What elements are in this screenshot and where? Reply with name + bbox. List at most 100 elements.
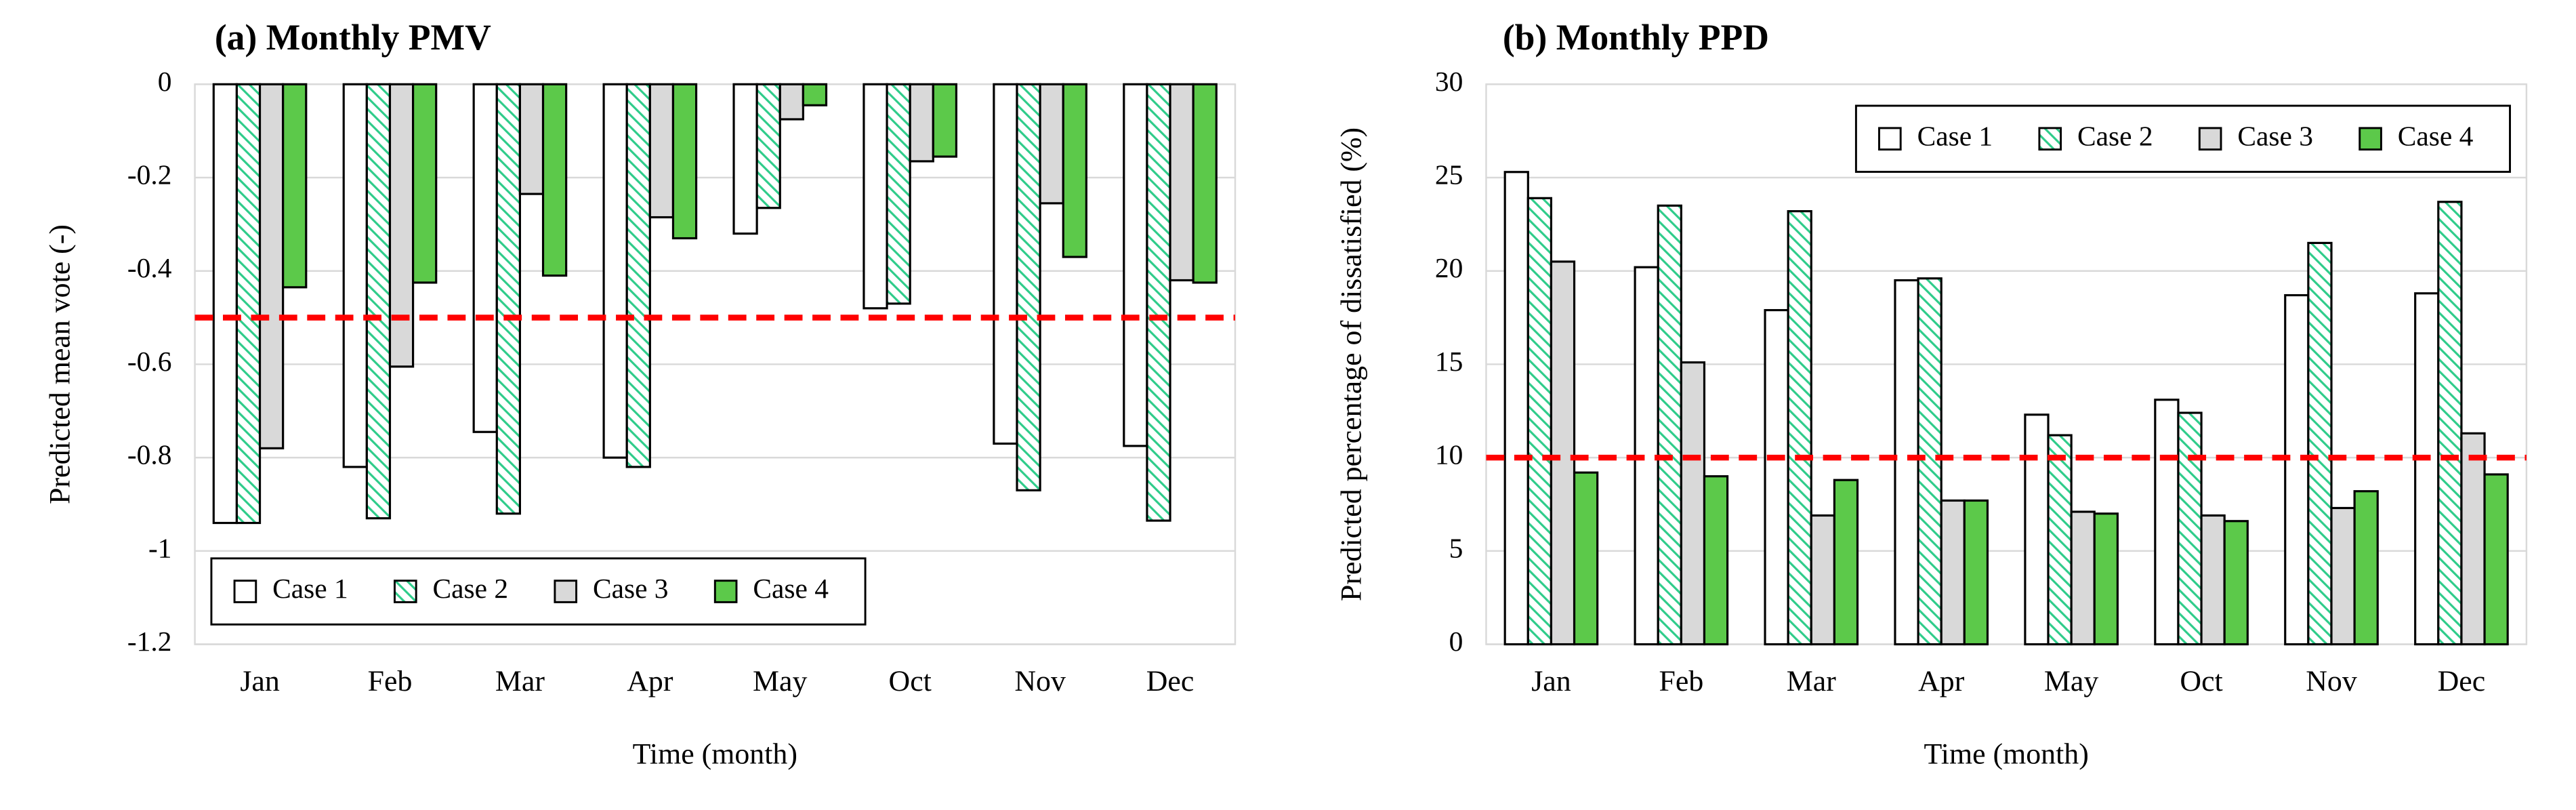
bar — [472, 83, 498, 433]
bar — [1550, 260, 1576, 646]
bar — [732, 83, 758, 235]
y-tick-label: -0.6 — [127, 346, 172, 377]
y-tick-label: 5 — [1449, 532, 1463, 563]
bar — [2223, 520, 2249, 646]
x-tick-label: Jan — [240, 665, 280, 697]
bar — [2024, 413, 2050, 646]
bar — [258, 83, 285, 449]
bar — [932, 83, 958, 158]
bar — [2414, 292, 2440, 646]
legend-swatch — [713, 580, 738, 603]
bar — [2200, 514, 2226, 646]
x-axis-label: Time (month) — [1924, 737, 2089, 770]
bar — [2483, 473, 2509, 646]
legend-swatch — [2198, 127, 2222, 151]
y-tick-label: 0 — [158, 66, 172, 97]
bar — [1917, 277, 1943, 646]
bar — [1146, 83, 1171, 522]
bar — [2307, 241, 2333, 646]
bar — [886, 83, 911, 305]
legend-label: Case 3 — [593, 573, 669, 604]
bar — [1810, 514, 1835, 646]
x-tick-label: May — [753, 665, 807, 697]
bar — [1787, 210, 1812, 646]
bar — [1657, 204, 1682, 646]
legend-swatch — [2038, 127, 2062, 151]
bar — [2437, 201, 2463, 646]
x-tick-label: Apr — [627, 665, 673, 697]
legend-swatch — [554, 580, 578, 603]
y-tick-label: -0.4 — [127, 252, 172, 283]
y-tick-label: 0 — [1449, 626, 1463, 657]
y-tick-label: 25 — [1435, 159, 1463, 190]
bar — [518, 83, 545, 195]
bar — [909, 83, 934, 163]
bar — [1573, 471, 1599, 646]
x-tick-label: Oct — [2180, 665, 2222, 697]
bar — [1016, 83, 1041, 491]
legend-swatch — [233, 580, 257, 603]
y-tick-label: 30 — [1435, 66, 1463, 97]
bar — [2460, 432, 2486, 646]
x-tick-label: Apr — [1918, 665, 1965, 697]
bar — [342, 83, 368, 468]
bar — [495, 83, 521, 515]
y-tick-label: -0.8 — [127, 439, 172, 470]
bar — [802, 83, 828, 106]
bar — [1526, 197, 1553, 646]
bar — [625, 83, 651, 468]
legend-swatch — [394, 580, 417, 603]
x-tick-label: May — [2044, 665, 2098, 697]
bar — [755, 83, 781, 209]
legend-label: Case 4 — [753, 573, 829, 604]
legend-label: Case 1 — [272, 573, 348, 604]
bar — [1764, 308, 1789, 646]
y-axis-label: Predicted mean vote (-) — [44, 224, 77, 504]
bar — [1169, 83, 1194, 282]
legend-swatch — [2359, 127, 2382, 151]
bar — [671, 83, 698, 240]
legend-label: Case 1 — [1917, 120, 1993, 151]
bar — [1940, 499, 1966, 646]
chart-title: (a) Monthly PMV — [215, 17, 491, 58]
x-tick-label: Dec — [1146, 665, 1194, 697]
bar — [282, 83, 308, 289]
x-tick-label: Feb — [1659, 665, 1703, 697]
legend-label: Case 3 — [2237, 120, 2313, 151]
bar — [412, 83, 438, 284]
bar — [1062, 83, 1087, 258]
bar — [1703, 475, 1729, 646]
bar — [602, 83, 628, 459]
x-tick-label: Jan — [1531, 665, 1571, 697]
bar — [1894, 279, 1919, 646]
x-tick-label: Nov — [1014, 665, 1066, 697]
bar — [212, 83, 238, 525]
chart-title: (b) Monthly PPD — [1503, 17, 1769, 58]
bar — [2047, 434, 2073, 646]
bar — [1039, 83, 1064, 205]
y-tick-label: 10 — [1435, 439, 1463, 470]
x-tick-label: Mar — [1787, 665, 1836, 697]
legend-box — [210, 557, 867, 626]
bar — [1503, 171, 1529, 646]
bar — [1833, 479, 1859, 646]
x-axis-label: Time (month) — [633, 737, 797, 770]
bar — [863, 83, 888, 310]
bar — [541, 83, 568, 277]
y-axis-label: Predicted percentage of dissatisfied (%) — [1335, 127, 1368, 601]
x-tick-label: Mar — [495, 665, 545, 697]
legend-label: Case 2 — [433, 573, 509, 604]
bar — [2177, 411, 2203, 646]
y-tick-label: -1 — [148, 532, 172, 563]
bar — [1192, 83, 1218, 284]
y-tick-label: -1.2 — [127, 626, 172, 657]
x-tick-label: Nov — [2306, 665, 2357, 697]
legend-swatch — [1878, 127, 1902, 151]
x-tick-label: Dec — [2438, 665, 2486, 697]
x-tick-label: Oct — [889, 665, 932, 697]
x-tick-label: Feb — [368, 665, 413, 697]
bar — [388, 83, 415, 368]
bar — [993, 83, 1018, 445]
